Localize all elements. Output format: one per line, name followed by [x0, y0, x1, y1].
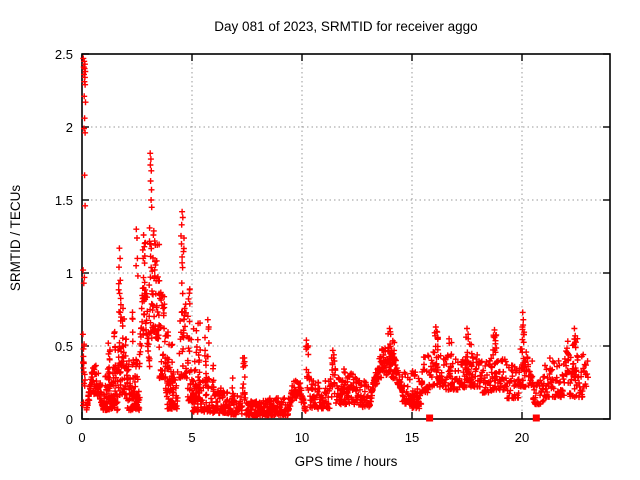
- axis-square-markers: [426, 414, 540, 422]
- y-tick-label: 0.5: [55, 339, 73, 354]
- x-axis-label: GPS time / hours: [295, 454, 398, 469]
- x-tick-label: 15: [405, 430, 419, 445]
- plus-markers: [79, 55, 591, 419]
- axes-and-ticks: [81, 53, 611, 420]
- plot-border: [81, 53, 611, 420]
- x-tick-label: 0: [78, 430, 85, 445]
- y-tick-label: 2: [66, 120, 73, 135]
- y-tick-label: 2.5: [55, 47, 73, 62]
- x-tick-label: 20: [515, 430, 529, 445]
- y-tick-label: 1.5: [55, 193, 73, 208]
- y-axis-label: SRMTID / TECUs: [8, 185, 23, 292]
- y-tick-label: 1: [66, 266, 73, 281]
- tick-labels: 0 5 10 15 20 0 0.5 1 1.5 2 2.5: [55, 47, 529, 445]
- axis-square-marker: [426, 414, 434, 422]
- data-points: [79, 55, 591, 419]
- chart-title: Day 081 of 2023, SRMTID for receiver agg…: [214, 19, 477, 34]
- x-tick-label: 5: [188, 430, 195, 445]
- x-tick-label: 10: [295, 430, 309, 445]
- y-tick-label: 0: [66, 412, 73, 427]
- axis-square-marker: [532, 414, 540, 422]
